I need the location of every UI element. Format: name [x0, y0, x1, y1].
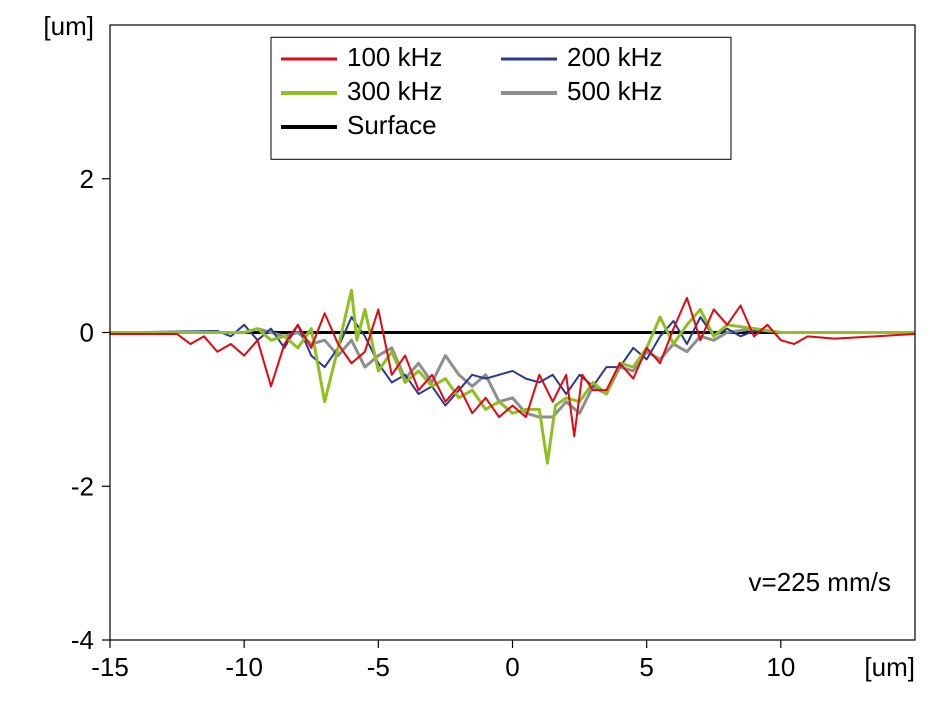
- legend-label: 100 kHz: [347, 42, 442, 72]
- y-tick-label: -2: [71, 471, 94, 501]
- x-tick-label: 5: [639, 652, 653, 682]
- y-tick-label: 0: [80, 318, 94, 348]
- chart-root: -15 -10 -5 0 5 10 [um] -4 -2 0 2 [um] v=225 mm/s 100 …: [0, 0, 949, 712]
- chart-svg: -15 -10 -5 0 5 10 [um] -4 -2 0 2 [um] v=225 mm/s 100 …: [0, 0, 949, 712]
- legend-label: 300 kHz: [347, 76, 442, 106]
- y-axis-label: [um]: [43, 11, 94, 41]
- y-tick-label: -4: [71, 625, 94, 655]
- annotation-text: v=225 mm/s: [749, 567, 891, 597]
- x-tick-label: -5: [367, 652, 390, 682]
- legend-label: 500 kHz: [567, 76, 662, 106]
- x-tick-label: -15: [91, 652, 129, 682]
- legend: 100 kHz 200 kHz 300 kHz 500 kHz Surface: [271, 37, 731, 159]
- x-tick-label: 10: [766, 652, 795, 682]
- y-tick-label: 2: [80, 164, 94, 194]
- x-tick-label: 0: [505, 652, 519, 682]
- x-tick-label: -10: [225, 652, 263, 682]
- legend-label: 200 kHz: [567, 42, 662, 72]
- legend-label: Surface: [347, 110, 437, 140]
- x-axis-label: [um]: [864, 652, 915, 682]
